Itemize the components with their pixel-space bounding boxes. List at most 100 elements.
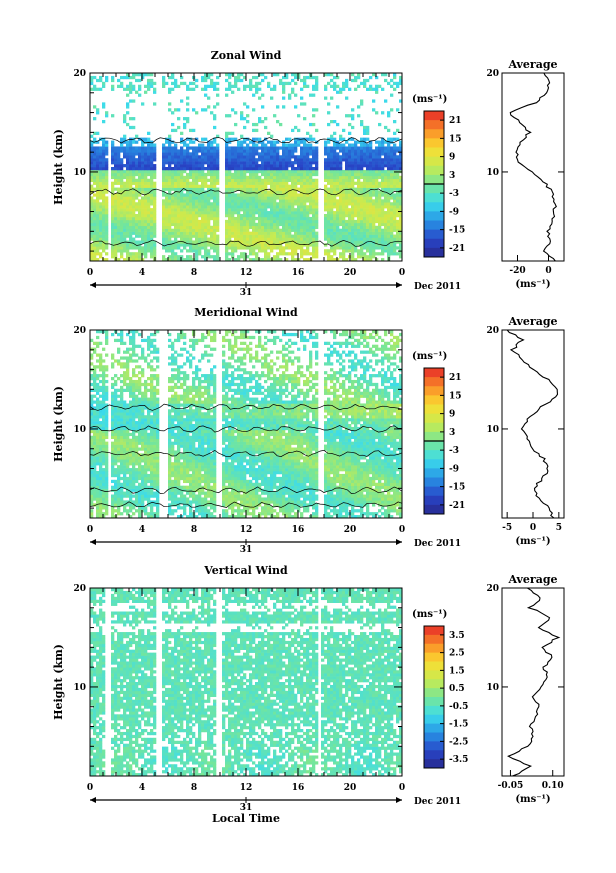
heatmap-cell xyxy=(252,75,256,80)
heatmap-cell xyxy=(195,184,199,188)
heatmap-cell xyxy=(189,506,193,510)
heatmap-cell xyxy=(207,143,211,147)
heatmap-cell xyxy=(147,249,151,253)
heatmap-cell xyxy=(198,208,202,212)
heatmap-cell xyxy=(228,506,232,510)
heatmap-cell xyxy=(141,190,145,194)
heatmap-cell xyxy=(120,196,124,200)
heatmap-cell xyxy=(273,190,277,194)
heatmap-cell xyxy=(102,84,106,88)
heatmap-cell xyxy=(261,228,265,232)
heatmap-cell xyxy=(141,214,145,218)
heatmap-cell xyxy=(372,228,376,232)
heatmap-cell xyxy=(207,193,211,197)
heatmap-cell xyxy=(216,167,220,171)
heatmap-cell xyxy=(396,225,400,229)
heatmap-cell xyxy=(228,175,232,180)
heatmap-cell xyxy=(300,140,304,144)
heatmap-cell xyxy=(333,137,337,141)
heatmap-cell xyxy=(147,146,151,150)
heatmap-cell xyxy=(198,190,202,194)
heatmap-cell xyxy=(114,158,118,162)
heatmap-cell xyxy=(291,90,295,94)
heatmap-cell xyxy=(303,146,307,150)
heatmap-cell xyxy=(369,87,373,91)
heatmap-cell xyxy=(189,237,193,241)
heatmap-cell xyxy=(303,169,307,174)
heatmap-cell xyxy=(201,512,205,516)
heatmap-cell xyxy=(351,214,355,218)
heatmap-cell xyxy=(273,243,277,247)
heatmap-cell xyxy=(162,231,166,235)
heatmap-cell xyxy=(342,237,346,241)
heatmap-cell xyxy=(354,172,358,177)
heatmap-cell xyxy=(129,81,133,86)
panel-title: Meridional Wind xyxy=(194,306,298,319)
heatmap-cell xyxy=(315,75,319,80)
heatmap-cell xyxy=(99,214,103,218)
heatmap-cell xyxy=(129,199,133,203)
heatmap-cell xyxy=(339,187,343,191)
heatmap-cell xyxy=(309,75,313,80)
heatmap-cell xyxy=(165,234,169,238)
heatmap-cell xyxy=(180,202,184,206)
heatmap-cell xyxy=(153,503,157,507)
heatmap-cell xyxy=(216,169,220,174)
heatmap-cell xyxy=(390,252,394,256)
heatmap-cell xyxy=(369,190,373,194)
heatmap-cell xyxy=(255,149,259,153)
heatmap-cell xyxy=(150,155,154,159)
heatmap-cell xyxy=(114,175,118,180)
heatmap-cell xyxy=(279,161,283,165)
heatmap-cell xyxy=(399,255,403,259)
heatmap-cell xyxy=(333,205,337,209)
heatmap-cell xyxy=(330,240,334,244)
heatmap-cell xyxy=(297,240,301,244)
heatmap-cell xyxy=(345,193,349,197)
heatmap-cell xyxy=(90,255,94,259)
heatmap-cell xyxy=(267,158,271,162)
heatmap-cell xyxy=(324,73,328,77)
heatmap-cell xyxy=(372,149,376,153)
heatmap-cell xyxy=(381,246,385,250)
heatmap-cell xyxy=(255,90,259,94)
heatmap-cell xyxy=(117,228,121,232)
heatmap-cell xyxy=(375,219,379,224)
heatmap-cell xyxy=(363,222,367,227)
heatmap-cell xyxy=(117,181,121,185)
heatmap-cell xyxy=(282,246,286,250)
heatmap-cell xyxy=(342,225,346,229)
heatmap-cell xyxy=(348,196,352,200)
heatmap-cell xyxy=(264,512,268,516)
heatmap-cell xyxy=(345,494,349,498)
heatmap-cell xyxy=(369,234,373,238)
heatmap-cell xyxy=(144,190,148,194)
heatmap-cell xyxy=(129,237,133,241)
heatmap-cell xyxy=(282,146,286,150)
heatmap-cell xyxy=(291,252,295,256)
heatmap-cell xyxy=(333,494,337,498)
heatmap-cell xyxy=(129,219,133,224)
heatmap-cell xyxy=(261,216,265,221)
heatmap-cell xyxy=(141,196,145,200)
heatmap-cell xyxy=(204,178,208,182)
heatmap-cell xyxy=(132,246,136,250)
heatmap-cell xyxy=(162,78,166,83)
heatmap-cell xyxy=(309,175,313,180)
heatmap-cell xyxy=(120,491,124,495)
heatmap-cell xyxy=(288,205,292,209)
heatmap-cell xyxy=(309,181,313,185)
heatmap-cell xyxy=(228,75,232,80)
heatmap-cell xyxy=(150,512,154,516)
heatmap-cell xyxy=(363,158,367,162)
heatmap-cell xyxy=(228,155,232,159)
heatmap-cell xyxy=(273,202,277,206)
heatmap-cell xyxy=(276,231,280,235)
heatmap-cell xyxy=(141,143,145,147)
heatmap-cell xyxy=(99,178,103,182)
heatmap-cell xyxy=(90,178,94,182)
heatmap-cell xyxy=(276,175,280,180)
heatmap-cell xyxy=(339,515,343,519)
heatmap-cell xyxy=(297,75,301,80)
heatmap-cell xyxy=(96,246,100,250)
